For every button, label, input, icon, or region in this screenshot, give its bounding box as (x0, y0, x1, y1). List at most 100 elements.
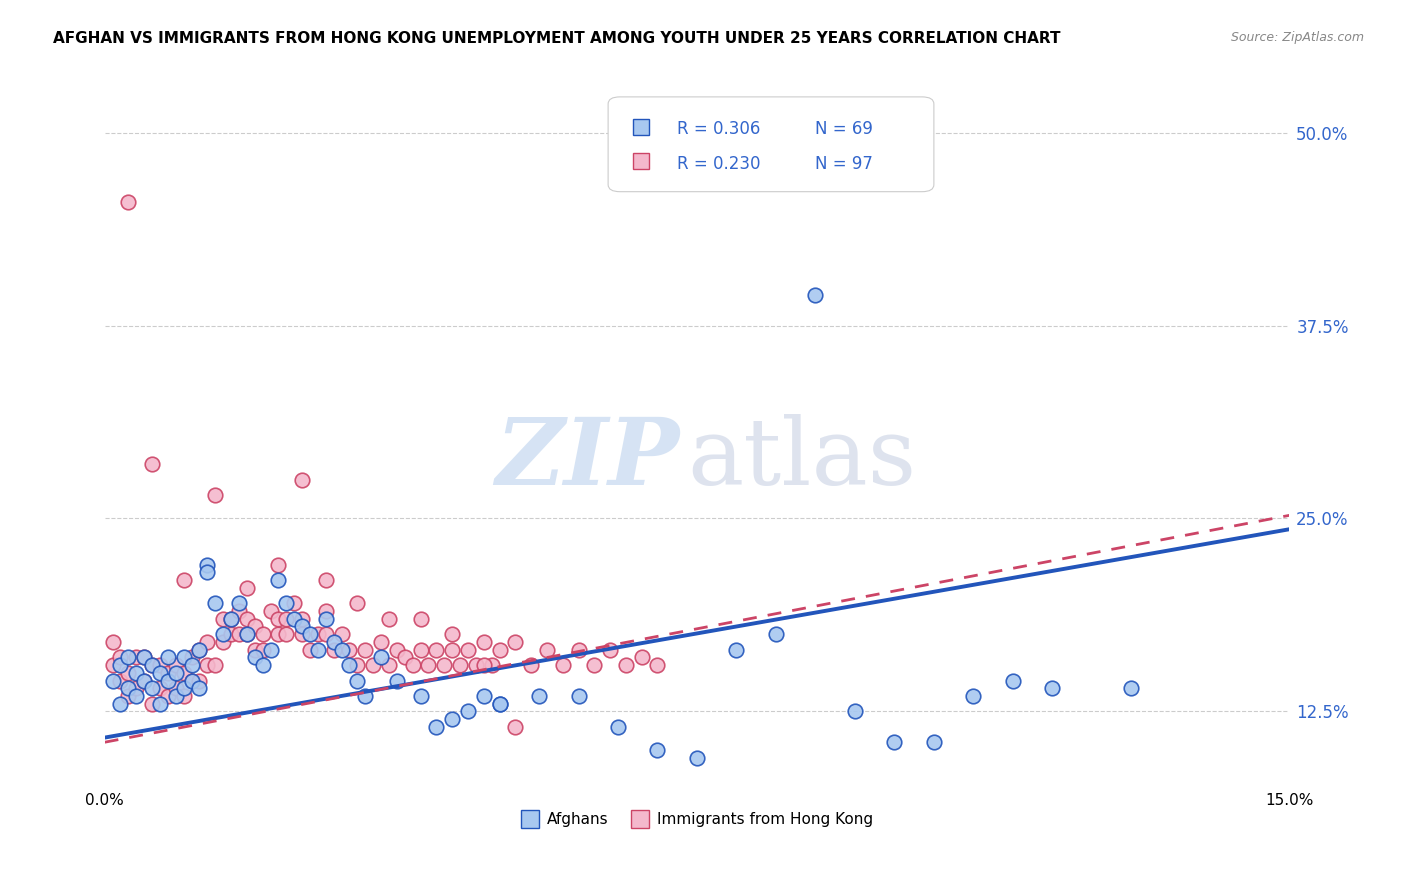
Point (298, 642, 321, 657)
Point (125, 650, 148, 665)
Point (425, 642, 447, 657)
Point (188, 642, 211, 657)
Point (291, 612, 314, 626)
Point (346, 658, 368, 673)
Point (259, 604, 281, 618)
Point (307, 642, 329, 657)
Point (322, 642, 344, 657)
Point (228, 596, 250, 610)
Point (236, 581, 259, 595)
Point (204, 488, 226, 502)
Point (228, 604, 250, 618)
Point (195, 558, 218, 572)
Point (315, 604, 337, 618)
Point (441, 712, 464, 726)
Point (922, 735, 945, 749)
Legend: Afghans, Immigrants from Hong Kong: Afghans, Immigrants from Hong Kong (515, 806, 879, 833)
Point (472, 635, 495, 649)
Point (252, 642, 274, 657)
Point (134, 673, 156, 688)
Point (315, 612, 337, 626)
Point (204, 596, 226, 610)
Point (149, 658, 172, 673)
Point (117, 689, 139, 703)
Point (252, 627, 274, 641)
Point (212, 627, 235, 641)
Text: R = 0.230: R = 0.230 (676, 154, 761, 172)
Point (315, 627, 337, 641)
Point (844, 704, 866, 718)
Point (378, 658, 401, 673)
Point (599, 642, 621, 657)
Point (330, 642, 353, 657)
Point (1001, 673, 1024, 688)
Point (110, 673, 132, 688)
Text: AFGHAN VS IMMIGRANTS FROM HONG KONG UNEMPLOYMENT AMONG YOUTH UNDER 25 YEARS CORR: AFGHAN VS IMMIGRANTS FROM HONG KONG UNEM… (53, 31, 1062, 46)
Point (354, 642, 377, 657)
Point (686, 750, 709, 764)
Point (291, 473, 314, 487)
Point (141, 658, 163, 673)
Point (188, 673, 211, 688)
Point (267, 627, 290, 641)
Point (385, 673, 408, 688)
Point (283, 612, 305, 626)
Point (567, 642, 589, 657)
Point (125, 681, 148, 696)
Point (149, 697, 172, 711)
Point (441, 642, 464, 657)
Point (236, 627, 259, 641)
Point (481, 658, 503, 673)
Point (346, 673, 368, 688)
Point (243, 642, 266, 657)
Point (567, 689, 589, 703)
Point (307, 627, 329, 641)
Point (551, 658, 574, 673)
Text: atlas: atlas (688, 414, 917, 503)
FancyBboxPatch shape (609, 97, 934, 192)
Point (141, 681, 163, 696)
Point (725, 642, 748, 657)
Point (339, 658, 361, 673)
Point (536, 642, 558, 657)
Point (156, 689, 179, 703)
Point (1121, 681, 1143, 696)
Point (488, 642, 510, 657)
Point (630, 650, 652, 665)
Point (212, 635, 235, 649)
Point (141, 458, 163, 472)
Point (117, 650, 139, 665)
Point (883, 735, 905, 749)
Point (298, 627, 321, 641)
Point (449, 658, 471, 673)
Point (195, 658, 218, 673)
Point (173, 681, 195, 696)
Point (117, 665, 139, 680)
Point (117, 195, 139, 210)
Point (370, 635, 392, 649)
Point (212, 612, 235, 626)
Point (433, 658, 456, 673)
Point (180, 673, 202, 688)
Point (219, 612, 242, 626)
Point (195, 635, 218, 649)
Point (243, 650, 266, 665)
Point (457, 642, 479, 657)
Point (441, 627, 464, 641)
Point (315, 573, 337, 587)
Point (402, 658, 425, 673)
Point (101, 635, 124, 649)
Point (1040, 681, 1063, 696)
Point (156, 673, 179, 688)
Point (647, 658, 669, 673)
Point (204, 658, 226, 673)
Point (488, 697, 510, 711)
Point (149, 681, 172, 696)
Point (259, 642, 281, 657)
Point (252, 658, 274, 673)
Point (165, 665, 187, 680)
Text: N = 69: N = 69 (815, 120, 873, 138)
Point (409, 689, 432, 703)
Point (765, 627, 787, 641)
Point (125, 689, 148, 703)
